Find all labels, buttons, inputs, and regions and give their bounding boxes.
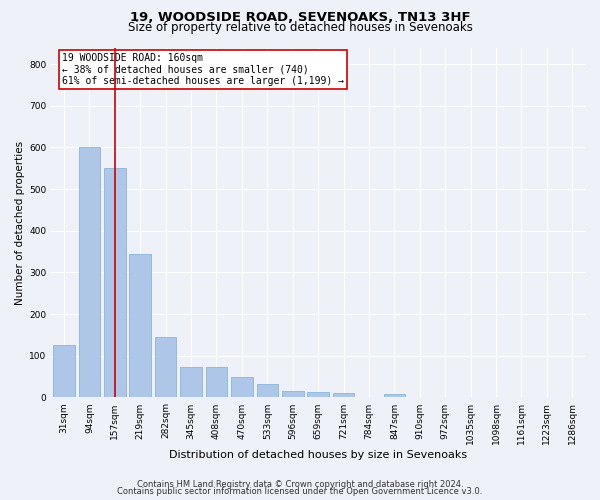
- Bar: [333, 394, 355, 398]
- Bar: [231, 376, 253, 398]
- Bar: [257, 384, 278, 398]
- Bar: [180, 368, 202, 398]
- Text: Contains public sector information licensed under the Open Government Licence v3: Contains public sector information licen…: [118, 487, 482, 496]
- Bar: [130, 254, 151, 398]
- X-axis label: Distribution of detached houses by size in Sevenoaks: Distribution of detached houses by size …: [169, 450, 467, 460]
- Bar: [104, 168, 125, 398]
- Y-axis label: Number of detached properties: Number of detached properties: [15, 140, 25, 304]
- Bar: [53, 346, 75, 398]
- Bar: [307, 392, 329, 398]
- Text: 19 WOODSIDE ROAD: 160sqm
← 38% of detached houses are smaller (740)
61% of semi-: 19 WOODSIDE ROAD: 160sqm ← 38% of detach…: [62, 52, 344, 86]
- Text: Contains HM Land Registry data © Crown copyright and database right 2024.: Contains HM Land Registry data © Crown c…: [137, 480, 463, 489]
- Text: 19, WOODSIDE ROAD, SEVENOAKS, TN13 3HF: 19, WOODSIDE ROAD, SEVENOAKS, TN13 3HF: [130, 11, 470, 24]
- Bar: [383, 394, 405, 398]
- Text: Size of property relative to detached houses in Sevenoaks: Size of property relative to detached ho…: [128, 22, 472, 35]
- Bar: [282, 391, 304, 398]
- Bar: [79, 148, 100, 398]
- Bar: [155, 337, 176, 398]
- Bar: [206, 368, 227, 398]
